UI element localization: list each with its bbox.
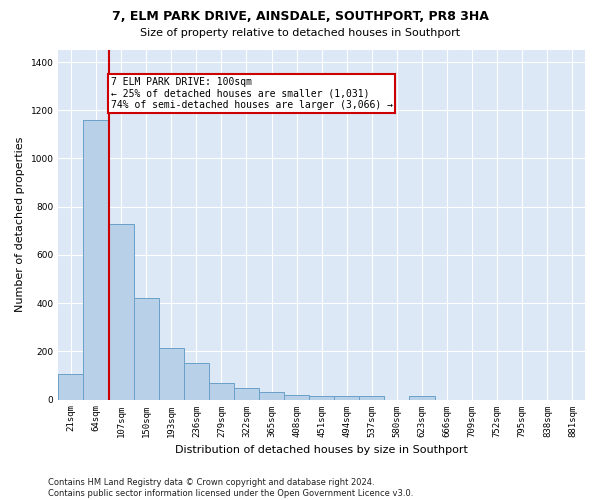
Bar — [184, 364, 209, 400]
Bar — [334, 396, 359, 400]
X-axis label: Distribution of detached houses by size in Southport: Distribution of detached houses by size … — [175, 445, 468, 455]
Bar — [284, 394, 309, 400]
Bar — [409, 396, 434, 400]
Text: 7, ELM PARK DRIVE, AINSDALE, SOUTHPORT, PR8 3HA: 7, ELM PARK DRIVE, AINSDALE, SOUTHPORT, … — [112, 10, 488, 23]
Text: 7 ELM PARK DRIVE: 100sqm
← 25% of detached houses are smaller (1,031)
74% of sem: 7 ELM PARK DRIVE: 100sqm ← 25% of detach… — [110, 76, 392, 110]
Text: Contains HM Land Registry data © Crown copyright and database right 2024.
Contai: Contains HM Land Registry data © Crown c… — [48, 478, 413, 498]
Text: Size of property relative to detached houses in Southport: Size of property relative to detached ho… — [140, 28, 460, 38]
Y-axis label: Number of detached properties: Number of detached properties — [15, 137, 25, 312]
Bar — [209, 382, 234, 400]
Bar — [83, 120, 109, 400]
Bar — [134, 298, 159, 400]
Bar — [359, 396, 385, 400]
Bar — [309, 396, 334, 400]
Bar — [234, 388, 259, 400]
Bar — [109, 224, 134, 400]
Bar — [259, 392, 284, 400]
Bar — [58, 374, 83, 400]
Bar — [159, 348, 184, 400]
